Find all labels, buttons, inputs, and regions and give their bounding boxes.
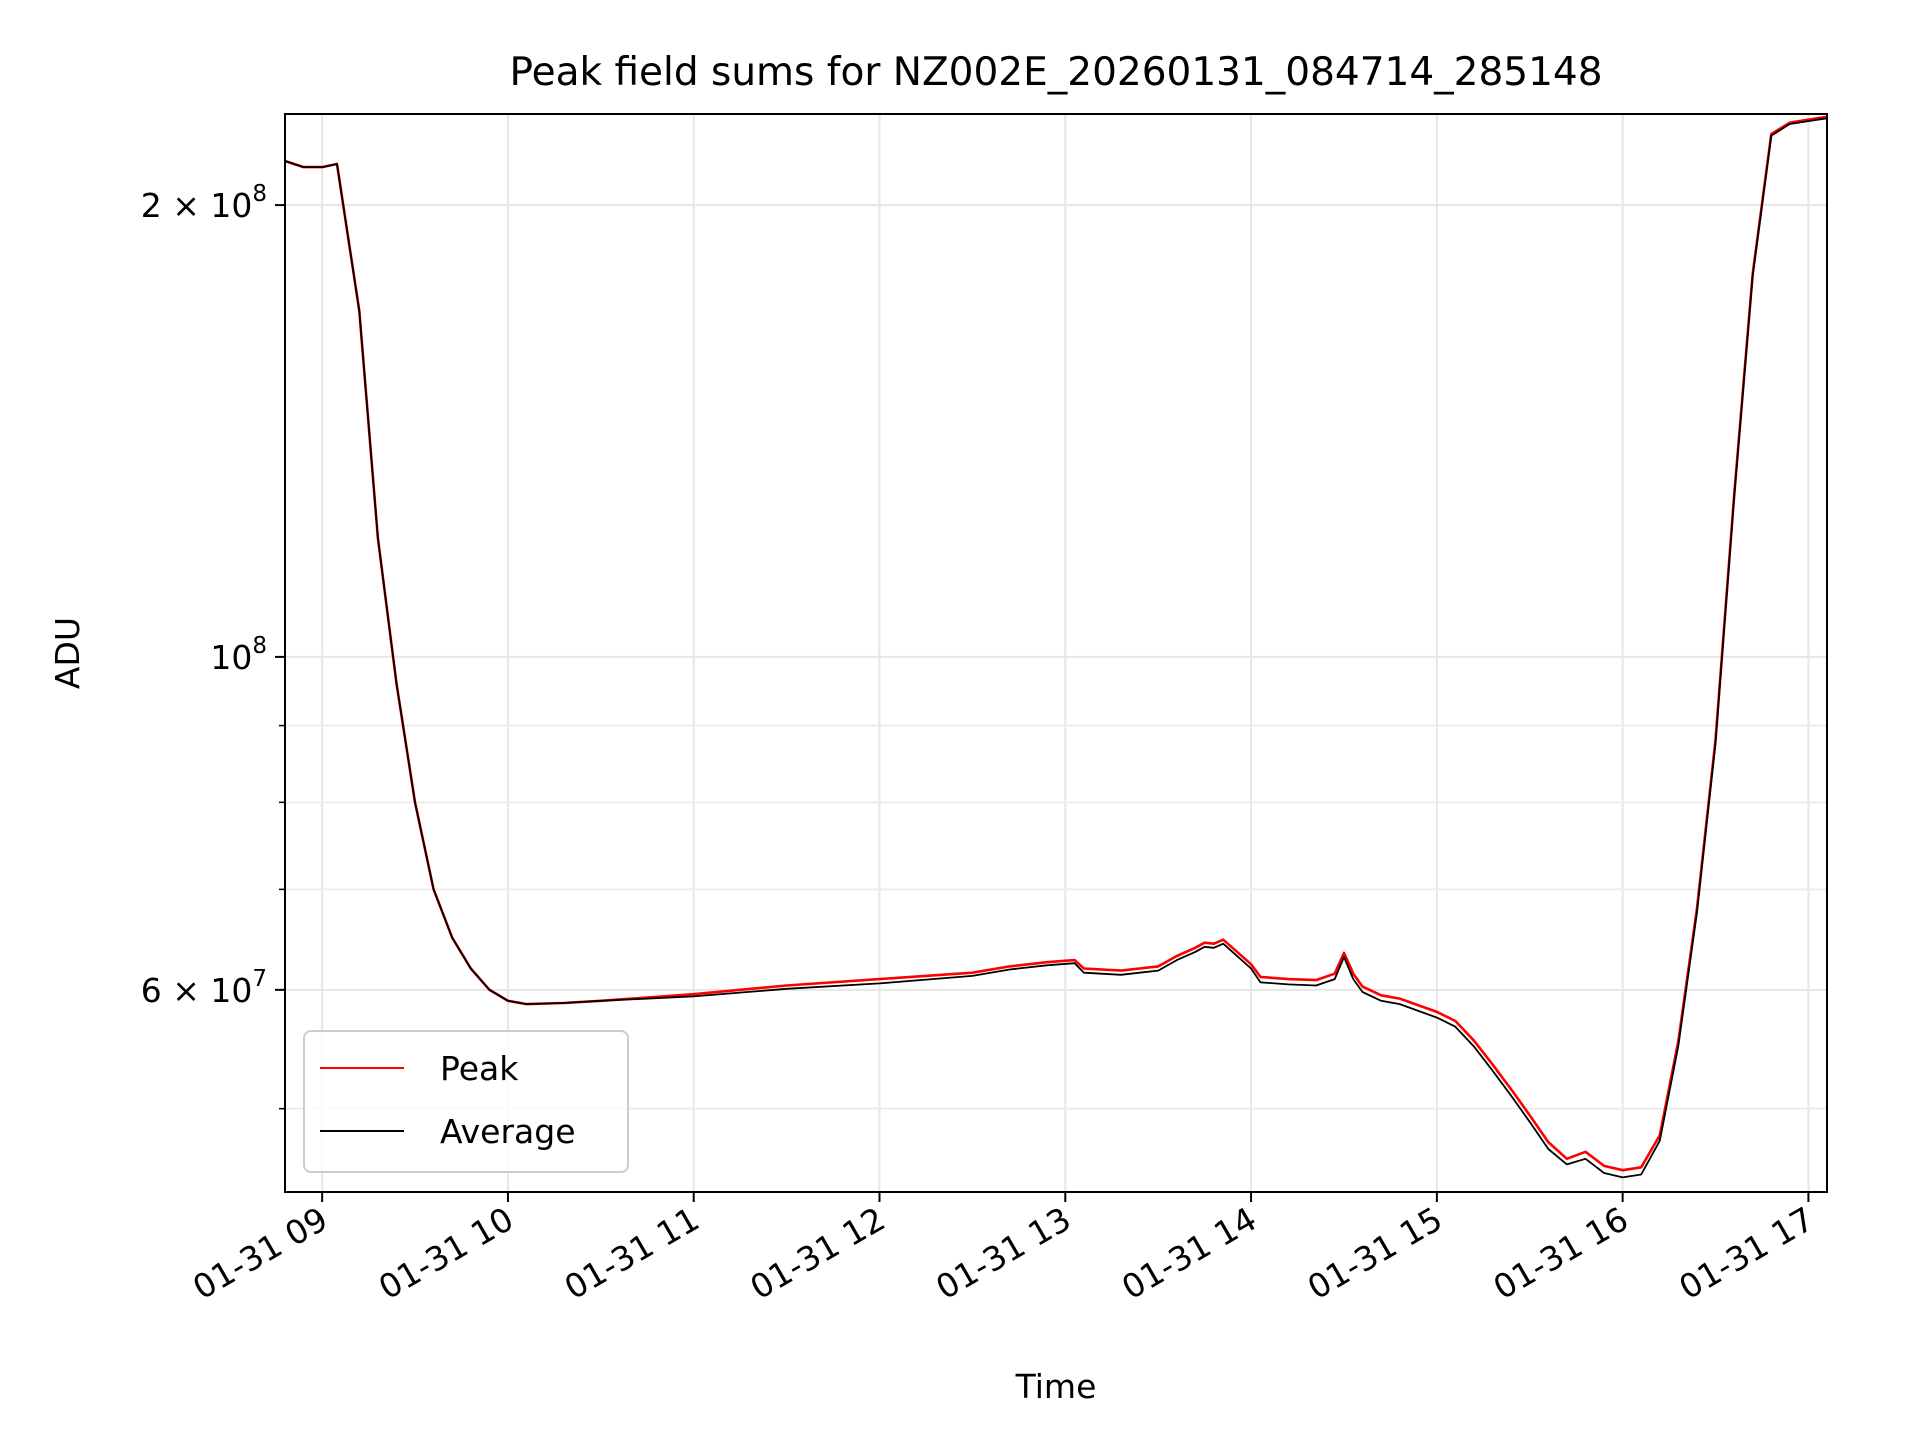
legend-label-peak: Peak [440, 1049, 519, 1088]
series-line-average [285, 117, 1827, 1179]
y-tick-label: 108 [210, 633, 267, 677]
legend: Peak Average [303, 1030, 629, 1173]
legend-label-average: Average [440, 1112, 576, 1151]
y-tick-label: 2 × 108 [141, 181, 267, 225]
series-layer [285, 115, 1827, 1179]
chart-title: Peak field sums for NZ002E_20260131_0847… [509, 50, 1602, 95]
y-tick-label: 6 × 107 [141, 966, 267, 1010]
y-axis-label: ADU [48, 617, 87, 689]
grid [285, 114, 1827, 1192]
plot-frame [284, 113, 1828, 1193]
x-axis-label: Time [1015, 1367, 1097, 1406]
legend-box [303, 1030, 629, 1173]
y-axis: 2 × 108 108 6 × 107 [141, 181, 285, 1110]
